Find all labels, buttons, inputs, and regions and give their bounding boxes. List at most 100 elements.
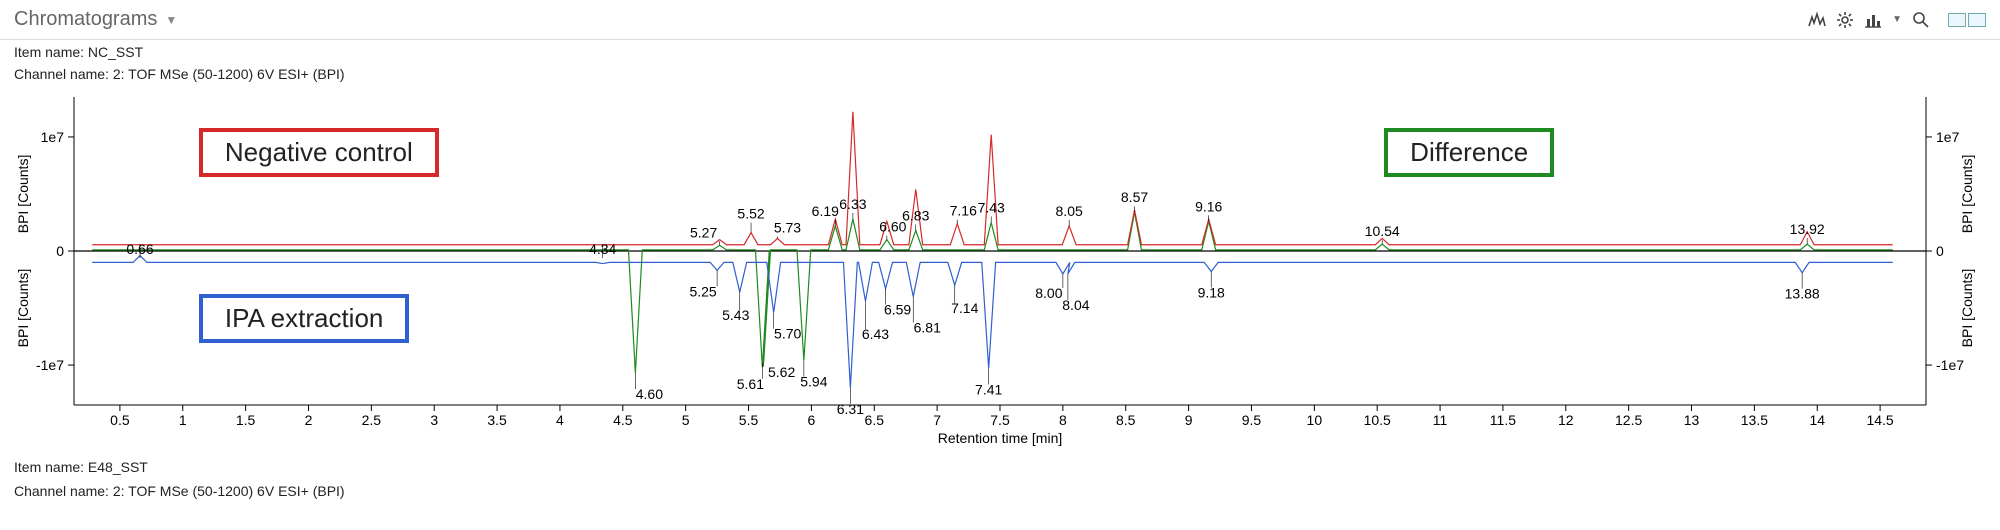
layout-single-icon bbox=[1948, 13, 1966, 27]
meta-top-channel: Channel name: 2: TOF MSe (50-1200) 6V ES… bbox=[0, 62, 2000, 86]
peak-label: 6.33 bbox=[839, 196, 866, 212]
svg-text:10.5: 10.5 bbox=[1364, 412, 1391, 428]
svg-text:5.5: 5.5 bbox=[739, 412, 759, 428]
svg-text:8: 8 bbox=[1059, 412, 1067, 428]
svg-text:2.5: 2.5 bbox=[362, 412, 382, 428]
peak-label: 9.16 bbox=[1195, 198, 1222, 214]
svg-text:1.5: 1.5 bbox=[236, 412, 256, 428]
peak-label: 8.05 bbox=[1056, 203, 1083, 219]
peak-label: 5.61 bbox=[737, 376, 764, 392]
peak-label: 6.83 bbox=[902, 207, 929, 223]
svg-text:3.5: 3.5 bbox=[487, 412, 507, 428]
chevron-down-icon: ▼ bbox=[165, 13, 177, 27]
peak-label: 5.52 bbox=[737, 206, 764, 222]
peak-label: 4.34 bbox=[589, 241, 616, 257]
svg-text:9: 9 bbox=[1185, 412, 1193, 428]
svg-text:14.5: 14.5 bbox=[1866, 412, 1893, 428]
svg-text:4.5: 4.5 bbox=[613, 412, 633, 428]
svg-text:BPI [Counts]: BPI [Counts] bbox=[1959, 155, 1975, 234]
svg-text:10: 10 bbox=[1307, 412, 1323, 428]
meta-top: Item name: NC_SST bbox=[0, 40, 2000, 62]
channel-label: Channel name: bbox=[14, 66, 109, 82]
layout-split-icon bbox=[1968, 13, 1986, 27]
svg-text:BPI [Counts]: BPI [Counts] bbox=[15, 155, 31, 234]
title-bar: Chromatograms ▼ ▼ bbox=[0, 0, 2000, 40]
channel-label: Channel name: bbox=[14, 483, 109, 499]
peak-label: 5.43 bbox=[722, 307, 749, 323]
svg-text:Retention time [min]: Retention time [min] bbox=[938, 430, 1063, 446]
peak-label: 10.54 bbox=[1365, 223, 1400, 239]
item-name-value: E48_SST bbox=[88, 459, 148, 475]
legend-negative-control: Negative control bbox=[199, 128, 439, 177]
svg-text:4: 4 bbox=[556, 412, 564, 428]
svg-text:7.5: 7.5 bbox=[990, 412, 1010, 428]
peaks-icon[interactable] bbox=[1808, 11, 1826, 29]
peak-label: 8.57 bbox=[1121, 189, 1148, 205]
peak-label: 5.70 bbox=[774, 326, 801, 342]
svg-text:12.5: 12.5 bbox=[1615, 412, 1642, 428]
meta-bottom-channel: Channel name: 2: TOF MSe (50-1200) 6V ES… bbox=[0, 481, 2000, 505]
panel-title: Chromatograms bbox=[14, 8, 157, 31]
svg-text:6.5: 6.5 bbox=[865, 412, 885, 428]
channel-value: 2: TOF MSe (50-1200) 6V ESI+ (BPI) bbox=[113, 483, 345, 499]
chevron-down-icon[interactable]: ▼ bbox=[1892, 14, 1902, 25]
svg-text:13: 13 bbox=[1684, 412, 1700, 428]
peak-label: 6.59 bbox=[884, 302, 911, 318]
svg-text:13.5: 13.5 bbox=[1741, 412, 1768, 428]
meta-bottom: Item name: E48_SST bbox=[0, 457, 2000, 481]
channel-value: 2: TOF MSe (50-1200) 6V ESI+ (BPI) bbox=[113, 66, 345, 82]
peak-label: 6.81 bbox=[914, 320, 941, 336]
item-name-label: Item name: bbox=[14, 44, 84, 60]
svg-text:0.5: 0.5 bbox=[110, 412, 130, 428]
peak-label: 8.04 bbox=[1062, 297, 1089, 313]
peak-label: 8.00 bbox=[1035, 285, 1062, 301]
svg-text:7: 7 bbox=[933, 412, 941, 428]
svg-text:8.5: 8.5 bbox=[1116, 412, 1136, 428]
svg-text:9.5: 9.5 bbox=[1242, 412, 1262, 428]
peak-label: 6.19 bbox=[812, 203, 839, 219]
svg-text:1: 1 bbox=[179, 412, 187, 428]
peak-label: 0.66 bbox=[126, 241, 153, 257]
svg-text:BPI [Counts]: BPI [Counts] bbox=[1959, 269, 1975, 348]
svg-text:-1e7: -1e7 bbox=[1936, 357, 1964, 373]
peak-label: 5.27 bbox=[690, 224, 717, 240]
peak-label: 7.14 bbox=[951, 300, 978, 316]
svg-text:BPI [Counts]: BPI [Counts] bbox=[15, 269, 31, 348]
peak-label: 7.41 bbox=[975, 381, 1002, 397]
svg-text:0: 0 bbox=[1936, 243, 1944, 259]
legend-ipa-extraction: IPA extraction bbox=[199, 294, 410, 343]
svg-text:14: 14 bbox=[1809, 412, 1825, 428]
peak-label: 13.92 bbox=[1790, 221, 1825, 237]
chart-area: 1e7 1e7 0 0 -1e7 -1e7 BPI [Counts] BPI [Counts]… bbox=[0, 85, 2000, 457]
svg-text:12: 12 bbox=[1558, 412, 1574, 428]
gear-icon[interactable] bbox=[1836, 11, 1854, 29]
peak-label: 5.73 bbox=[774, 219, 801, 235]
svg-text:-1e7: -1e7 bbox=[36, 357, 64, 373]
peak-label: 4.60 bbox=[636, 386, 663, 402]
svg-text:1e7: 1e7 bbox=[1936, 129, 1960, 145]
peak-label: 7.16 bbox=[950, 203, 977, 219]
peak-label: 6.31 bbox=[837, 401, 864, 417]
peak-label: 5.25 bbox=[689, 283, 716, 299]
peak-label: 5.62 bbox=[768, 364, 795, 380]
svg-text:6: 6 bbox=[808, 412, 816, 428]
search-icon[interactable] bbox=[1912, 11, 1930, 29]
svg-text:2: 2 bbox=[305, 412, 313, 428]
title-dropdown[interactable]: Chromatograms ▼ bbox=[14, 8, 177, 31]
toolbar: ▼ bbox=[1808, 11, 1986, 29]
svg-text:11: 11 bbox=[1433, 412, 1448, 428]
svg-text:0: 0 bbox=[56, 243, 64, 259]
svg-text:5: 5 bbox=[682, 412, 690, 428]
peak-label: 9.18 bbox=[1198, 285, 1225, 301]
peak-label: 13.88 bbox=[1785, 286, 1820, 302]
item-name-value: NC_SST bbox=[88, 44, 143, 60]
item-name-label: Item name: bbox=[14, 459, 84, 475]
peak-label: 6.43 bbox=[862, 326, 889, 342]
bars-icon[interactable] bbox=[1864, 11, 1882, 29]
peak-label: 5.94 bbox=[800, 374, 827, 390]
peak-label: 7.43 bbox=[978, 199, 1005, 215]
layout-toggle[interactable] bbox=[1948, 13, 1986, 27]
svg-text:3: 3 bbox=[430, 412, 438, 428]
svg-text:1e7: 1e7 bbox=[41, 129, 65, 145]
window: Chromatograms ▼ ▼ Item name: NC bbox=[0, 0, 2000, 530]
